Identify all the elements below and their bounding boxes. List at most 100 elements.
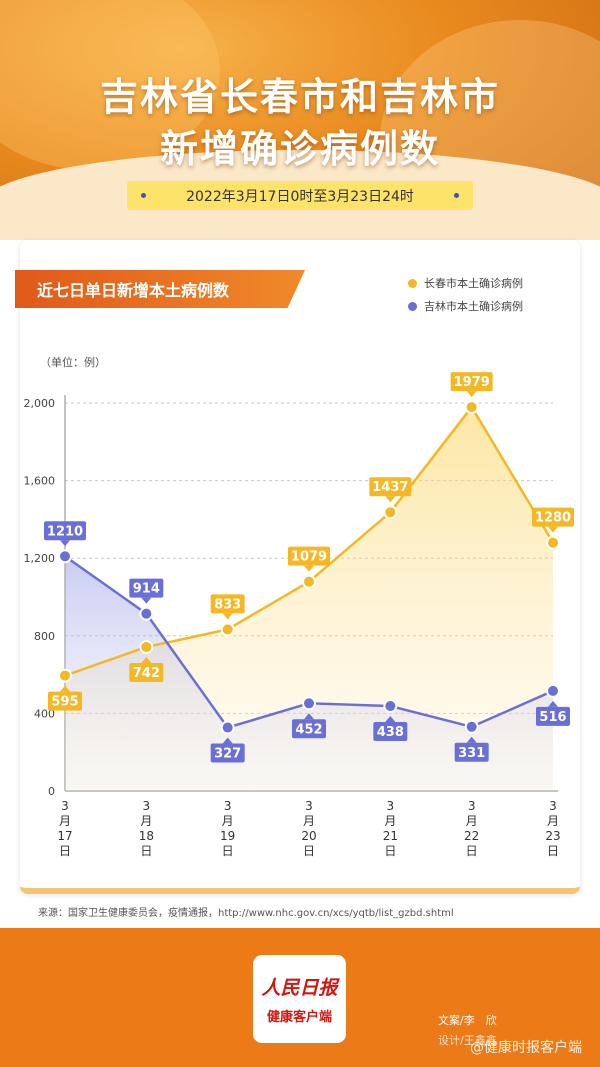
y-tick-label: 800 — [34, 630, 55, 643]
data-label-changchun: 1079 — [291, 550, 327, 565]
data-label-jilin: 327 — [214, 747, 241, 762]
x-tick-label: 日 — [303, 844, 315, 858]
data-label-box-changchun — [288, 546, 330, 566]
data-label-pointer-changchun — [141, 657, 152, 664]
data-label-changchun: 1979 — [454, 375, 490, 390]
legend-dot-icon — [408, 301, 417, 311]
x-tick-label: 20 — [301, 829, 316, 843]
data-label-pointer-changchun — [385, 496, 396, 503]
data-point-jilin — [302, 696, 316, 711]
data-label-box-jilin — [129, 578, 164, 598]
legend-dot-icon — [408, 278, 417, 288]
data-label-box-jilin — [454, 742, 489, 762]
data-label-changchun: 1437 — [372, 480, 408, 495]
legend-label: 长春市本土确诊病例 — [424, 277, 523, 290]
x-tick-label: 月 — [59, 814, 71, 828]
data-point-jilin — [220, 720, 235, 735]
data-point-jilin — [58, 549, 72, 564]
legend-item-jilin: 吉林市本土确诊病例 — [408, 298, 523, 314]
source-note: 来源：国家卫生健康委员会，疫情通报，http://www.nhc.gov.cn/… — [38, 908, 454, 919]
date-range-bar: 2022年3月17日0时至3月23日24时 — [127, 181, 473, 210]
data-label-box-changchun — [129, 663, 164, 683]
x-tick-label: 18 — [139, 829, 154, 843]
legend-label: 吉林市本土确诊病例 — [424, 300, 523, 313]
date-range-text: 2022年3月17日0时至3月23日24时 — [186, 188, 414, 205]
data-point-jilin — [546, 683, 560, 698]
data-label-jilin: 914 — [133, 582, 160, 597]
x-tick-label: 3 — [468, 799, 476, 813]
data-label-pointer-jilin — [60, 540, 70, 547]
unit-label: （单位：例） — [40, 356, 106, 369]
x-tick-label: 月 — [384, 814, 396, 828]
x-tick-label: 日 — [547, 844, 559, 858]
data-label-pointer-changchun — [60, 685, 70, 692]
data-point-jilin — [383, 699, 398, 714]
chart-tag: 近七日单日新增本土病例数 — [15, 270, 305, 308]
data-point-changchun — [383, 505, 398, 520]
x-tick-label: 日 — [59, 844, 71, 858]
data-label-pointer-changchun — [222, 613, 233, 620]
x-tick-label: 23 — [545, 829, 560, 843]
data-label-box-changchun — [450, 372, 493, 392]
data-point-changchun — [302, 574, 316, 589]
data-point-jilin — [464, 719, 479, 734]
data-label-changchun: 595 — [51, 695, 78, 710]
x-tick-label: 3 — [387, 799, 395, 813]
data-label-box-jilin — [373, 722, 408, 742]
data-point-changchun — [464, 400, 479, 415]
y-tick-label: 1,200 — [24, 552, 56, 565]
logo-line2: 健康客户端 — [266, 1010, 332, 1025]
watermark: @健康时报客户端 — [470, 1040, 582, 1056]
data-label-pointer-changchun — [466, 391, 477, 398]
data-label-pointer-jilin — [466, 736, 477, 743]
data-point-changchun — [58, 668, 72, 683]
data-label-jilin: 438 — [377, 725, 404, 740]
data-label-box-jilin — [44, 521, 86, 541]
data-label-box-changchun — [369, 477, 412, 497]
y-tick-label: 2,000 — [24, 397, 56, 410]
x-tick-label: 3 — [61, 799, 69, 813]
data-label-pointer-changchun — [548, 526, 558, 533]
data-label-box-changchun — [532, 507, 574, 527]
area-jilin — [65, 556, 553, 791]
bullet-icon — [454, 193, 459, 198]
data-label-box-changchun — [210, 594, 245, 614]
data-label-pointer-jilin — [304, 713, 314, 720]
y-tick-label: 1,600 — [24, 475, 56, 488]
data-label-pointer-jilin — [141, 597, 152, 604]
data-label-changchun: 1280 — [535, 511, 571, 526]
logo: 人民日报 健康客户端 — [253, 955, 346, 1043]
bullet-icon — [141, 193, 146, 198]
x-tick-label: 3 — [143, 799, 151, 813]
data-label-changchun: 742 — [133, 666, 160, 681]
data-label-box-jilin — [292, 719, 326, 739]
x-tick-label: 21 — [383, 829, 398, 843]
data-label-box-jilin — [210, 743, 245, 763]
line-chart: 0 400 800 1,200 1,600 2,000 595 742 833 1079 1437 1… — [24, 372, 574, 858]
x-tick-label: 月 — [303, 814, 315, 828]
header-banner: 吉林省长春市和吉林市 新增确诊病例数 2022年3月17日0时至3月23日24时 — [0, 0, 600, 240]
data-label-box-jilin — [536, 706, 570, 726]
x-tick-label: 19 — [220, 829, 235, 843]
x-tick-label: 3 — [224, 799, 232, 813]
x-tick-label: 22 — [464, 829, 479, 843]
data-label-pointer-jilin — [385, 716, 396, 723]
x-tick-label: 日 — [384, 844, 396, 858]
x-tick-label: 月 — [222, 814, 234, 828]
page-title-line2: 新增确诊病例数 — [159, 127, 440, 171]
page-title-line1: 吉林省长春市和吉林市 — [99, 75, 500, 119]
x-tick-label: 3 — [305, 799, 313, 813]
x-tick-label: 日 — [222, 844, 234, 858]
data-label-jilin: 1210 — [47, 524, 83, 539]
data-label-changchun: 833 — [214, 597, 241, 612]
data-label-jilin: 331 — [458, 746, 485, 761]
x-tick-label: 月 — [466, 814, 478, 828]
data-point-changchun — [546, 535, 560, 550]
data-label-pointer-jilin — [222, 737, 233, 744]
credit-writer: 文案/李 欣 — [438, 1014, 497, 1027]
x-tick-label: 3 — [549, 799, 557, 813]
data-point-jilin — [139, 606, 154, 621]
legend-item-changchun: 长春市本土确诊病例 — [408, 275, 523, 291]
y-tick-label: 0 — [48, 785, 55, 798]
x-tick-label: 日 — [466, 844, 478, 858]
